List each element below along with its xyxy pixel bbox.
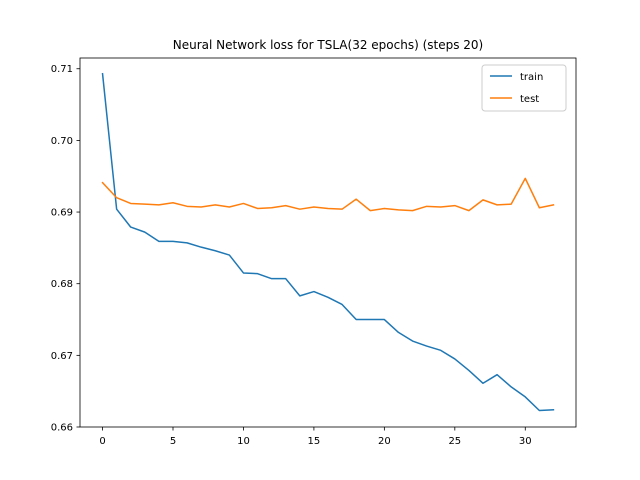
y-tick-label: 0.68 <box>51 279 73 290</box>
y-tick-label: 0.69 <box>51 208 73 219</box>
legend-label-test: test <box>520 94 539 105</box>
y-tick-label: 0.70 <box>51 136 73 147</box>
series-line-train <box>101 72 555 412</box>
chart-title: Neural Network loss for TSLA(32 epochs) … <box>173 38 483 52</box>
x-axis: 0 5 10 15 20 25 30 <box>99 427 532 447</box>
y-tick-label: 0.67 <box>51 351 73 362</box>
y-axis: 0.66 0.67 0.68 0.69 0.70 0.71 <box>51 64 80 434</box>
x-tick-label: 10 <box>237 436 250 447</box>
x-tick-label: 15 <box>308 436 321 447</box>
x-tick-label: 30 <box>519 436 532 447</box>
x-tick-label: 0 <box>99 436 105 447</box>
x-tick-label: 5 <box>170 436 176 447</box>
legend-label-train: train <box>520 72 543 83</box>
x-tick-label: 20 <box>378 436 391 447</box>
axes-frame <box>79 57 577 428</box>
series-line-test <box>101 177 555 212</box>
legend: train test <box>481 64 567 112</box>
y-tick-label: 0.71 <box>51 64 73 75</box>
x-tick-label: 25 <box>448 436 461 447</box>
y-tick-label: 0.66 <box>51 423 73 434</box>
plot-area <box>79 57 577 428</box>
